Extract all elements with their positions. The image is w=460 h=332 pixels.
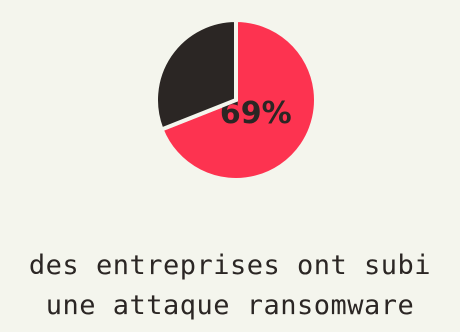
caption-line-1: des entreprises ont subi [28,250,432,281]
pie-slice-1 [154,17,238,133]
pie-chart: 69% [154,17,318,182]
pie-slice-0 [159,17,318,182]
caption-line-2: une attaque ransomware [45,290,415,321]
